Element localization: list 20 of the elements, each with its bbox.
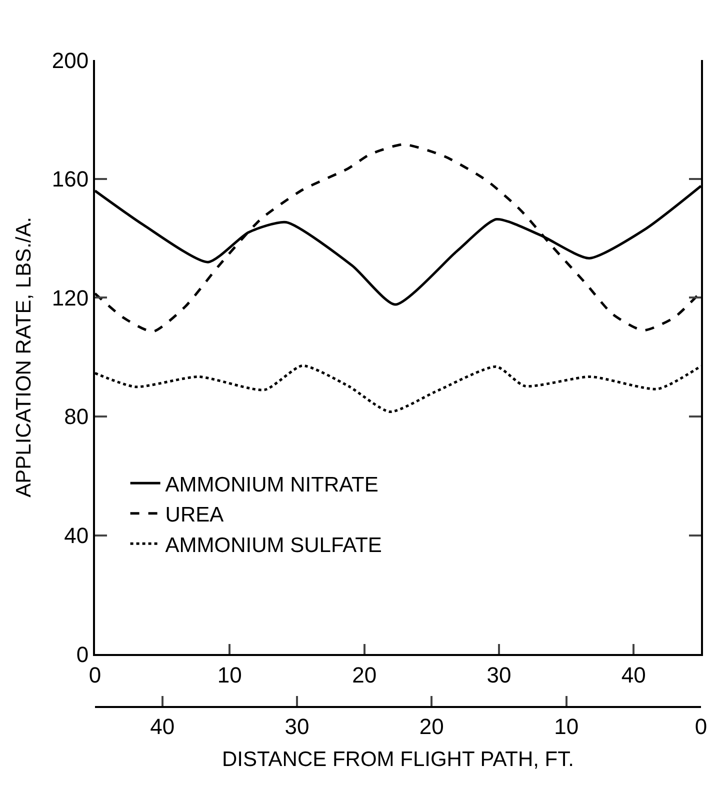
x2-tick-label: 20: [419, 714, 444, 740]
x-tick-label: 30: [486, 662, 512, 688]
y-tick-label: 0: [76, 642, 89, 667]
x2-tick-label: 40: [150, 714, 175, 740]
x2-axis-title: DISTANCE FROM FLIGHT PATH, FT.: [222, 748, 574, 771]
legend-label: AMMONIUM NITRATE: [165, 473, 378, 496]
y-tick-label: 80: [64, 404, 89, 430]
x-tick-label: 20: [352, 662, 377, 688]
y-tick-label: 200: [52, 48, 89, 73]
y-tick-label: 120: [52, 285, 89, 310]
y-axis-title: APPLICATION RATE, LBS./A.: [12, 216, 36, 498]
x2-tick-label: 30: [284, 714, 310, 740]
y-tick-label: 160: [52, 166, 89, 192]
x-tick-label: 40: [621, 662, 646, 688]
legend-label: UREA: [165, 504, 224, 527]
x-tick-label: 10: [217, 662, 242, 688]
y-tick-label: 40: [64, 523, 89, 548]
x2-tick-label: 0: [694, 714, 708, 740]
x2-tick-label: 10: [554, 714, 579, 740]
legend-label: AMMONIUM SULFATE: [165, 534, 382, 557]
